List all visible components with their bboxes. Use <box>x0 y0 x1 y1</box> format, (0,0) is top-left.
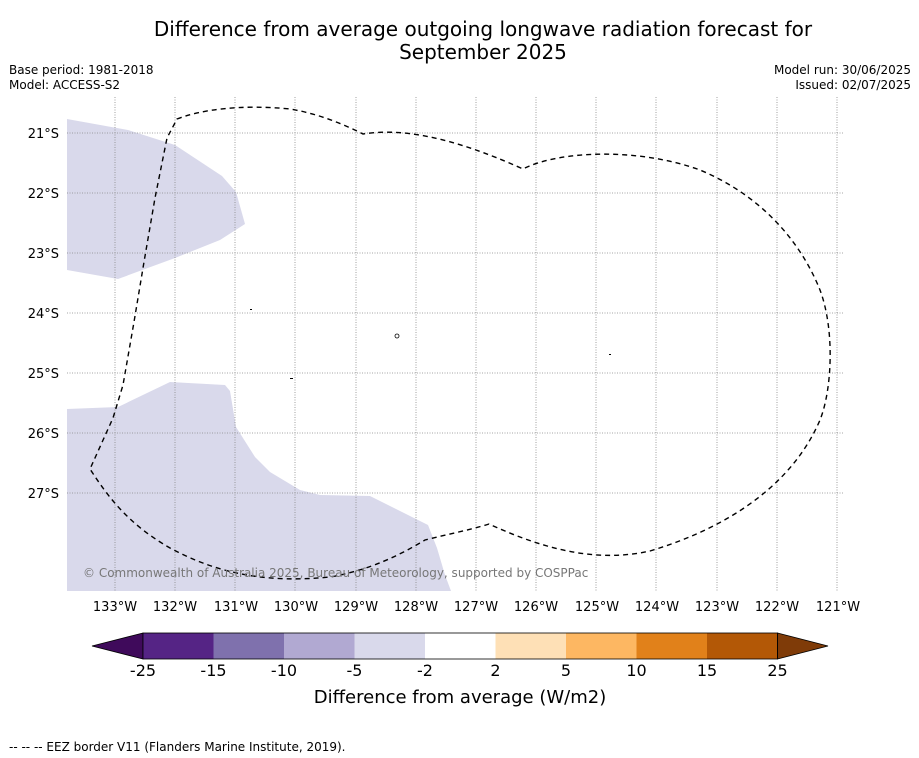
model-run-text: Model run: 30/06/2025 <box>773 63 911 77</box>
colorbar-segment <box>566 633 637 659</box>
lat-label: 26°S <box>28 427 59 442</box>
colorbar-segment <box>354 633 425 659</box>
meta-left: Base period: 1981-2018 Model: ACCESS-S2 <box>9 63 154 93</box>
colorbar-segment <box>707 633 778 659</box>
colorbar-tick-label: 15 <box>697 661 717 680</box>
lat-label: 21°S <box>28 127 59 142</box>
colorbar-tick-label: -10 <box>271 661 297 680</box>
colorbar-segment <box>284 633 355 659</box>
longitude-labels: 133°W 132°W 131°W 130°W 129°W 128°W 127°… <box>93 600 860 615</box>
eez-border <box>89 106 831 580</box>
lon-label: 125°W <box>575 600 619 615</box>
lon-label: 131°W <box>214 600 258 615</box>
lat-label: 22°S <box>28 187 59 202</box>
colorbar-tick-label: 10 <box>626 661 646 680</box>
map-title-line2: September 2025 <box>399 40 567 64</box>
lon-label: 128°W <box>394 600 438 615</box>
colorbar <box>91 632 829 660</box>
lon-label: 122°W <box>755 600 799 615</box>
lon-label: 133°W <box>93 600 137 615</box>
issued-text: Issued: 02/07/2025 <box>795 78 911 92</box>
latitude-labels: 21°S 22°S 23°S 24°S 25°S 26°S 27°S <box>28 127 59 502</box>
latitude-gridlines <box>67 132 843 494</box>
colorbar-tick-label: -5 <box>347 661 363 680</box>
lon-label: 123°W <box>695 600 739 615</box>
eez-footnote: -- -- -- EEZ border V11 (Flanders Marine… <box>9 740 346 754</box>
colorbar-tick-label: -15 <box>200 661 226 680</box>
meta-right: Model run: 30/06/2025 Issued: 02/07/2025 <box>774 63 911 93</box>
colorbar-segment <box>636 633 707 659</box>
lon-label: 130°W <box>274 600 318 615</box>
map-title: Difference from average outgoing longwav… <box>120 18 846 64</box>
lon-label: 127°W <box>454 600 498 615</box>
colorbar-outline <box>142 632 778 660</box>
colorbar-tick-labels: -25 -15 -10 -5 -2 2 5 10 15 25 <box>130 661 788 680</box>
colorbar-tick-label: -25 <box>130 661 156 680</box>
lat-label: 24°S <box>28 307 59 322</box>
colorbar-high-extension <box>777 632 829 660</box>
lon-label: 132°W <box>153 600 197 615</box>
colorbar-tick-label: -2 <box>417 661 433 680</box>
anomaly-area-north <box>67 119 245 279</box>
copyright-notice: © Commonwealth of Australia 2025, Bureau… <box>83 566 588 580</box>
colorbar-tick-label: 2 <box>490 661 500 680</box>
lon-label: 121°W <box>816 600 860 615</box>
colorbar-low-extension <box>91 632 144 660</box>
colorbar-segment <box>143 633 214 659</box>
lat-label: 23°S <box>28 247 59 262</box>
colorbar-segment <box>495 633 566 659</box>
base-period-text: Base period: 1981-2018 <box>9 63 154 77</box>
colorbar-tick-label: 25 <box>767 661 787 680</box>
model-text: Model: ACCESS-S2 <box>9 78 121 92</box>
map-title-line1: Difference from average outgoing longwav… <box>153 17 813 41</box>
lon-label: 126°W <box>514 600 558 615</box>
colorbar-label: Difference from average (W/m2) <box>314 687 606 708</box>
colorbar-segment <box>213 633 284 659</box>
anomaly-area-south <box>67 382 451 591</box>
island-markers <box>250 309 611 379</box>
lat-label: 25°S <box>28 367 59 382</box>
colorbar-tick-label: 5 <box>561 661 571 680</box>
lat-label: 27°S <box>28 487 59 502</box>
colorbar-segment <box>425 633 496 659</box>
lon-label: 129°W <box>334 600 378 615</box>
lon-label: 124°W <box>635 600 679 615</box>
